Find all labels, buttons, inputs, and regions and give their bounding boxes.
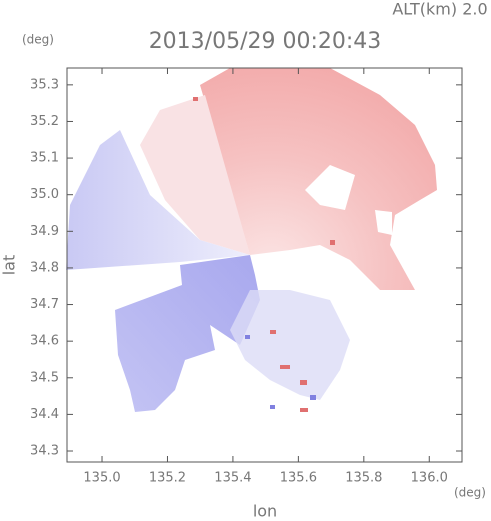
y-tick-label: 34.6	[30, 334, 59, 349]
x-tick-label: 135.6	[280, 471, 317, 486]
x-tick-label: 135.2	[149, 471, 186, 486]
y-tick-label: 35.3	[30, 77, 59, 92]
y-tick-label: 34.3	[30, 444, 59, 459]
altitude-label: ALT(km) 2.0	[392, 0, 487, 19]
y-tick-label: 35.2	[30, 114, 59, 129]
y-tick-label: 35.0	[30, 187, 59, 202]
chart-title: 2013/05/29 00:20:43	[149, 29, 382, 54]
x-tick-label: 135.0	[83, 471, 120, 486]
x-axis-label: lon	[253, 502, 277, 521]
y-tick-label: 35.1	[30, 151, 59, 166]
x-unit: (deg)	[454, 486, 486, 500]
x-tick-label: 135.8	[345, 471, 382, 486]
y-tick-label: 34.5	[30, 370, 59, 385]
y-tick-label: 34.9	[30, 224, 59, 239]
y-axis-label: lat	[0, 255, 19, 276]
y-unit: (deg)	[22, 33, 54, 47]
plot-frame	[66, 67, 463, 463]
y-tick-label: 34.7	[30, 297, 59, 312]
x-tick-label: 135.4	[214, 471, 251, 486]
y-tick-label: 34.8	[30, 260, 59, 275]
radar-field	[66, 68, 437, 412]
y-tick-label: 34.4	[30, 407, 59, 422]
x-tick-label: 136.0	[411, 471, 448, 486]
